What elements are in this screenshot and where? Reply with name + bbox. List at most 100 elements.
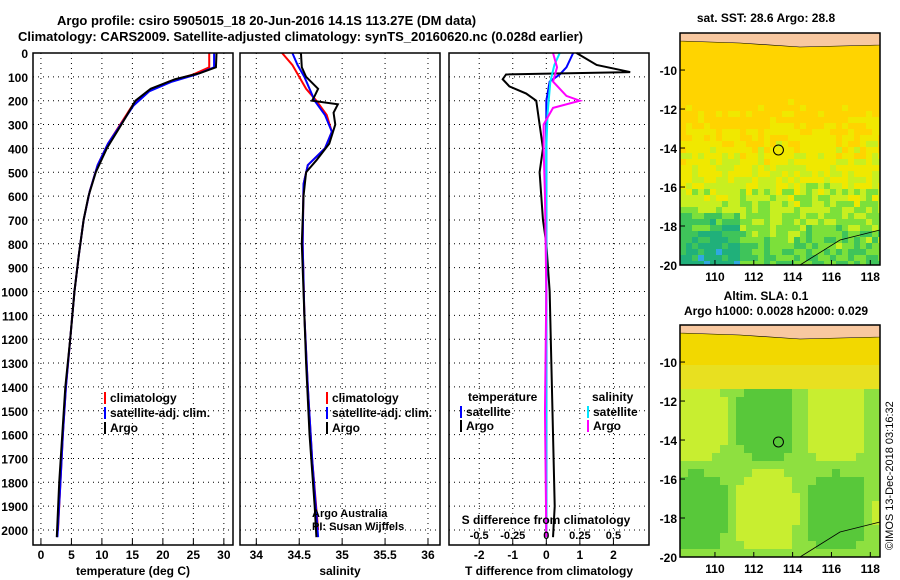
- map-cell: [776, 421, 784, 429]
- map-cell: [680, 445, 688, 453]
- map-cell: [768, 461, 776, 469]
- map-cell: [854, 111, 860, 117]
- map-cell: [830, 63, 836, 69]
- map-cell: [770, 63, 776, 69]
- map-cell: [824, 45, 830, 51]
- map-cell: [860, 141, 866, 147]
- map-cell: [872, 469, 880, 477]
- map-cell: [872, 541, 880, 549]
- map-cell: [848, 421, 856, 429]
- map-cell: [872, 549, 880, 557]
- map-cell: [878, 63, 880, 69]
- map-cell: [856, 421, 864, 429]
- map-cell: [692, 117, 698, 123]
- map-cell: [776, 413, 784, 421]
- map-cell: [720, 421, 728, 429]
- map-cell: [866, 159, 872, 165]
- map-cell: [848, 105, 854, 111]
- map-cell: [878, 57, 880, 63]
- map-cell: [776, 469, 784, 477]
- map-cell: [830, 93, 836, 99]
- map-cell: [680, 171, 686, 177]
- map-cell: [734, 105, 740, 111]
- map-cell: [722, 195, 728, 201]
- map-cell: [866, 189, 872, 195]
- map-cell: [716, 177, 722, 183]
- map-cell: [704, 177, 710, 183]
- map-cell: [782, 129, 788, 135]
- map-cell: [800, 51, 806, 57]
- map-cell: [866, 237, 872, 243]
- map-cell: [752, 493, 760, 501]
- map-cell: [832, 541, 840, 549]
- map-cell: [806, 255, 812, 261]
- map-cell: [770, 237, 776, 243]
- legend-label: Argo: [110, 421, 138, 435]
- map-cell: [782, 63, 788, 69]
- map-cell: [752, 201, 758, 207]
- map-cell: [770, 135, 776, 141]
- map-cell: [704, 365, 712, 373]
- map-cell: [716, 135, 722, 141]
- map-cell: [794, 231, 800, 237]
- map-cell: [878, 183, 880, 189]
- map-cell: [842, 93, 848, 99]
- map-cell: [854, 201, 860, 207]
- map-cell: [692, 159, 698, 165]
- map-cell: [728, 421, 736, 429]
- map-cell: [872, 255, 878, 261]
- map-cell: [776, 213, 782, 219]
- map-cell: [728, 373, 736, 381]
- map-cell: [872, 231, 878, 237]
- map-cell: [770, 105, 776, 111]
- map-cell: [716, 99, 722, 105]
- map-cell: [842, 129, 848, 135]
- map-cell: [710, 123, 716, 129]
- map-cell: [712, 429, 720, 437]
- map-cell: [770, 207, 776, 213]
- map-cell: [806, 231, 812, 237]
- map-lon-label: 116: [822, 270, 842, 284]
- map-cell: [840, 357, 848, 365]
- map-cell: [736, 485, 744, 493]
- map-cell: [764, 237, 770, 243]
- map-cell: [776, 165, 782, 171]
- map-cell: [854, 105, 860, 111]
- map-cell: [712, 469, 720, 477]
- map-cell: [842, 81, 848, 87]
- map-cell: [848, 177, 854, 183]
- map-cell: [818, 165, 824, 171]
- map-cell: [716, 201, 722, 207]
- map-cell: [794, 165, 800, 171]
- map-cell: [704, 171, 710, 177]
- map-cell: [832, 341, 840, 349]
- map-cell: [812, 231, 818, 237]
- map-cell: [840, 445, 848, 453]
- map-cell: [860, 177, 866, 183]
- map-cell: [716, 213, 722, 219]
- map-cell: [752, 231, 758, 237]
- map-cell: [760, 461, 768, 469]
- map-cell: [722, 189, 728, 195]
- map-cell: [842, 69, 848, 75]
- map-cell: [872, 413, 880, 421]
- map-cell: [782, 99, 788, 105]
- map-cell: [782, 75, 788, 81]
- map-cell: [720, 525, 728, 533]
- map-cell: [878, 147, 880, 153]
- map-cell: [816, 453, 824, 461]
- map-cell: [878, 45, 880, 51]
- map-cell: [776, 171, 782, 177]
- map-cell: [848, 381, 856, 389]
- map-cell: [836, 189, 842, 195]
- map-cell: [806, 165, 812, 171]
- map-cell: [840, 349, 848, 357]
- map-cell: [728, 159, 734, 165]
- y-tick-label: 1400: [1, 381, 28, 395]
- x-axis-label: temperature (deg C): [76, 564, 190, 578]
- map-cell: [842, 243, 848, 249]
- map-cell: [782, 207, 788, 213]
- map-cell: [784, 357, 792, 365]
- map-cell: [832, 437, 840, 445]
